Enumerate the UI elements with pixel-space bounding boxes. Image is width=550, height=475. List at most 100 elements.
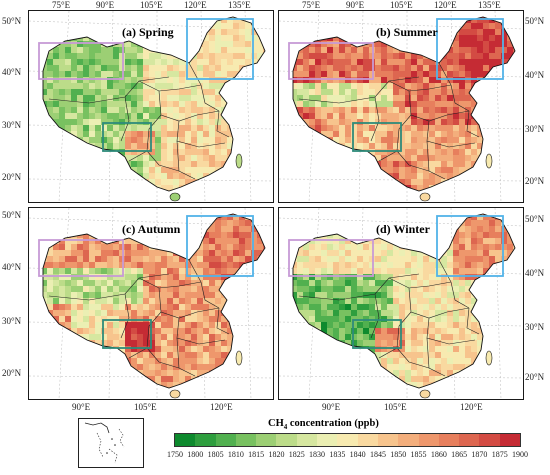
legend-swatch (175, 434, 196, 446)
legend-swatch (438, 434, 460, 446)
panel-title-autumn: (c) Autumn (122, 222, 181, 236)
lat-left-40-a: 40°N (2, 67, 22, 77)
legend-title: CH4 concentration (ppb) (268, 418, 379, 431)
northeast-box (186, 215, 254, 277)
province-borders (298, 62, 480, 180)
lat-right-50-b: 50°N (525, 16, 545, 26)
lon-bottom-105-d: 105°E (384, 402, 407, 412)
lon-top-105-a: 105°E (140, 0, 163, 10)
taiwan-island (485, 153, 493, 169)
lon-top-120-b: 120°E (434, 0, 457, 10)
legend-title-main: CH (268, 418, 284, 429)
northeast-box (186, 18, 254, 80)
province-borders (48, 259, 230, 377)
panel-autumn: (c) Autumn (28, 207, 274, 400)
legend-swatch (499, 434, 521, 446)
northeast-box (436, 18, 504, 80)
map-spring (29, 11, 273, 202)
lon-top-120-a: 120°E (184, 0, 207, 10)
legend-tick-label: 1805 (207, 450, 224, 459)
legend-title-rest: concentration (ppb) (287, 418, 379, 429)
legend-swatch (296, 434, 318, 446)
legend-tick-label: 1750 (167, 450, 183, 459)
lon-top-90-a: 90°E (96, 0, 115, 10)
hainan-island (169, 389, 181, 399)
panel-summer: (b) Summer (278, 10, 524, 203)
legend-tick-label: 1815 (248, 450, 265, 459)
taiwan-island (485, 350, 493, 366)
legend-tick-label: 1865 (451, 450, 468, 459)
legend-tick-label: 1800 (187, 450, 204, 459)
lat-right-20-b: 20°N (525, 176, 545, 186)
legend-swatch (459, 434, 480, 446)
legend-tick-label: 1840 (349, 450, 366, 459)
map-summer (279, 11, 523, 202)
panel-title-winter: (d) Winter (376, 222, 430, 236)
legend-colorbar (174, 433, 521, 447)
legend-swatch (418, 434, 440, 446)
lat-left-30-c: 30°N (2, 316, 22, 326)
northwest-box (288, 42, 374, 80)
panel-spring: (a) Spring (28, 10, 274, 203)
legend-swatch (317, 434, 338, 446)
lon-top-75-b: 75°E (302, 0, 321, 10)
lon-bottom-105-c: 105°E (134, 402, 157, 412)
northwest-box (288, 239, 374, 277)
lon-top-105-b: 105°E (390, 0, 413, 10)
lat-left-50-c: 50°N (2, 210, 22, 220)
northwest-box (38, 42, 124, 80)
northwest-box (38, 239, 124, 277)
taiwan-island (235, 350, 243, 366)
lat-left-50-a: 50°N (2, 16, 22, 26)
legend-swatch (215, 434, 237, 446)
panel-title-spring: (a) Spring (122, 25, 174, 39)
lat-right-40-b: 40°N (525, 70, 545, 80)
legend-tick-label: 1875 (491, 450, 508, 459)
concentration-grid (293, 17, 515, 191)
lat-right-40-d: 40°N (525, 268, 545, 278)
hainan-island (169, 192, 181, 202)
lat-left-20-c: 20°N (2, 368, 22, 378)
taiwan-island (235, 153, 243, 169)
lon-bottom-120-c: 120°E (210, 402, 233, 412)
southwest-box (352, 122, 402, 152)
lon-bottom-90-c: 90°E (72, 402, 91, 412)
inset-map (84, 422, 125, 464)
lat-left-30-a: 30°N (2, 120, 22, 130)
legend-swatch (357, 434, 379, 446)
lon-bottom-90-d: 90°E (322, 402, 341, 412)
legend-tick-label: 1900 (512, 450, 528, 459)
south-china-sea-inset (78, 418, 144, 468)
legend-tick-label: 1850 (390, 450, 407, 459)
southwest-box (102, 319, 152, 349)
lat-right-30-d: 30°N (525, 322, 545, 332)
lon-top-90-b: 90°E (346, 0, 365, 10)
hainan-island (419, 192, 431, 202)
lon-top-135-a: 135°E (228, 0, 251, 10)
legend-swatch (398, 434, 420, 446)
panel-title-summer: (b) Summer (376, 25, 438, 39)
legend-swatch (195, 434, 217, 446)
legend-swatch (377, 434, 399, 446)
lat-right-20-d: 20°N (525, 372, 545, 382)
lon-top-75-a: 75°E (52, 0, 71, 10)
lat-left-40-c: 40°N (2, 262, 22, 272)
legend-swatch (235, 434, 257, 446)
legend-tick-label: 1845 (369, 450, 386, 459)
lon-top-135-b: 135°E (478, 0, 501, 10)
legend-tick-label: 1860 (430, 450, 447, 459)
legend-tick-label: 1870 (471, 450, 488, 459)
legend-swatch (337, 434, 359, 446)
lon-bottom-120-d: 120°E (460, 402, 483, 412)
northeast-box (436, 215, 504, 277)
legend-swatch (256, 434, 277, 446)
legend-swatch (276, 434, 298, 446)
legend-tick-label: 1835 (329, 450, 346, 459)
legend-tick-label: 1830 (309, 450, 326, 459)
legend-tick-label: 1810 (227, 450, 244, 459)
lat-left-20-a: 20°N (2, 172, 22, 182)
hainan-island (419, 389, 431, 399)
legend-swatch (479, 434, 501, 446)
lat-right-50-d: 50°N (525, 214, 545, 224)
